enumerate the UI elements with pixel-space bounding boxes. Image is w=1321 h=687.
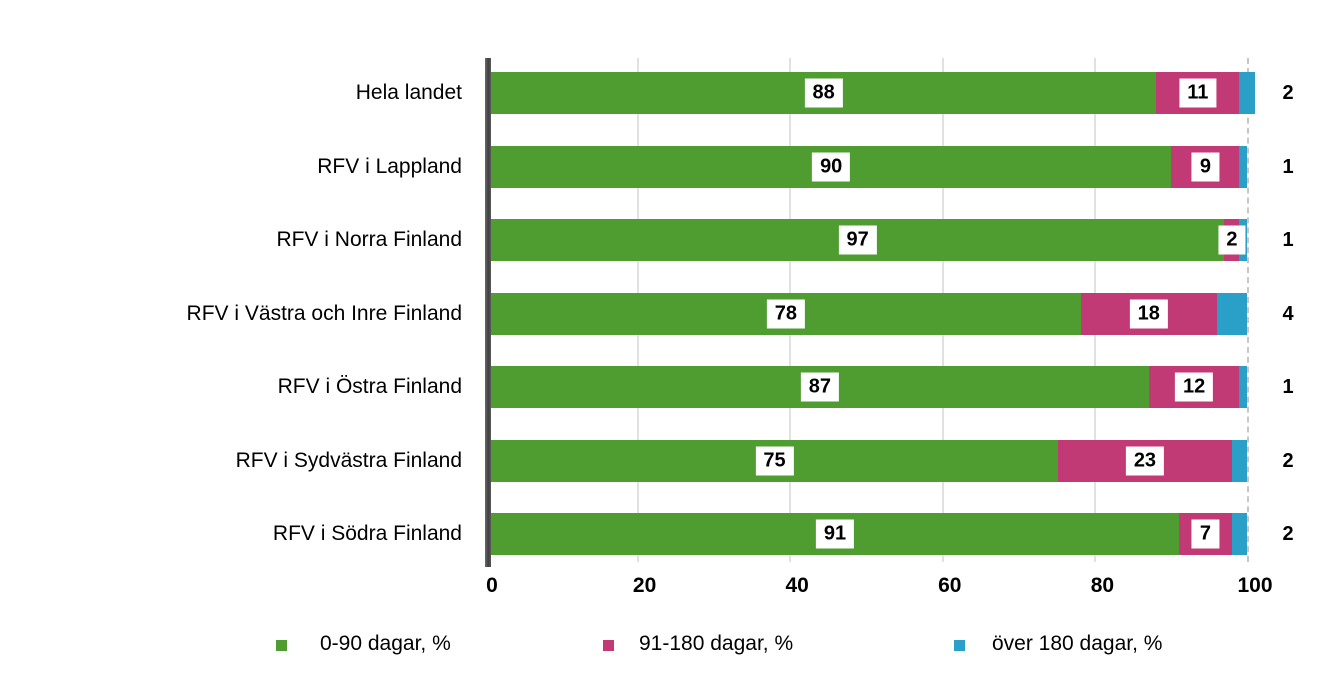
value-label: 90 (812, 152, 851, 181)
value-label: 75 (755, 446, 794, 475)
chart-row: 97 2 (491, 219, 1271, 261)
legend-swatch (276, 640, 287, 651)
x-tick-label: 40 (785, 574, 809, 597)
category-label: RFV i Sydvästra Finland (235, 448, 462, 472)
value-label: 18 (1129, 299, 1168, 328)
value-label: 23 (1125, 446, 1165, 475)
outside-value-label: 4 (1282, 302, 1294, 325)
category-label: RFV i Södra Finland (272, 522, 462, 545)
bar-segment-över-180-dagar (1239, 366, 1247, 408)
category-label: Hela landet (355, 81, 462, 104)
bar-segment-över-180-dagar (1231, 439, 1247, 482)
x-tick-label: 100 (1237, 574, 1273, 597)
value-label: 7 (1191, 519, 1219, 549)
y-axis-line (485, 58, 491, 567)
chart-row: 87 12 (491, 366, 1271, 408)
outside-value-label: 2 (1282, 449, 1294, 472)
chart-row: 90 9 (491, 145, 1271, 188)
chart-row: 88 11 (491, 72, 1271, 114)
outside-value-label: 1 (1282, 155, 1294, 178)
value-label: 11 (1179, 78, 1217, 108)
value-label: 12 (1174, 372, 1214, 402)
x-tick-label: 80 (1090, 574, 1115, 597)
value-label: 87 (800, 372, 839, 402)
chart-row: 78 18 (491, 292, 1271, 335)
outside-value-label: 1 (1282, 229, 1294, 251)
value-label: 9 (1191, 152, 1219, 181)
x-tick-label: 60 (938, 574, 962, 597)
bar-segment-över-180-dagar (1239, 72, 1255, 114)
chart-row: 91 7 (491, 513, 1271, 555)
legend-swatch (603, 640, 614, 651)
chart-row: 75 23 (491, 439, 1271, 482)
gridline-100 (1247, 58, 1249, 562)
value-label: 88 (804, 78, 843, 108)
value-label: 78 (766, 299, 805, 328)
category-label: RFV i Norra Finland (276, 228, 462, 251)
bar-segment-över-180-dagar (1216, 292, 1247, 335)
x-tick-label: 0 (486, 574, 498, 597)
category-label: RFV i Västra och Inre Finland (186, 301, 462, 325)
bar-segment-över-180-dagar (1239, 145, 1247, 188)
value-label: 97 (838, 225, 877, 255)
category-label: RFV i Lappland (317, 154, 462, 178)
legend-item-label: 0-90 dagar, % (320, 632, 451, 655)
category-label: RFV i Östra Finland (277, 375, 462, 398)
value-label: 91 (815, 519, 855, 549)
legend-swatch (954, 640, 965, 651)
outside-value-label: 2 (1282, 523, 1294, 545)
value-label: 2 (1218, 225, 1246, 255)
outside-value-label: 1 (1282, 376, 1294, 398)
legend-item-label: över 180 dagar, % (992, 632, 1163, 655)
bar-segment-över-180-dagar (1231, 513, 1247, 555)
legend-item-label: 91-180 dagar, % (639, 632, 794, 655)
x-tick-label: 20 (632, 574, 657, 597)
outside-value-label: 2 (1282, 82, 1294, 104)
